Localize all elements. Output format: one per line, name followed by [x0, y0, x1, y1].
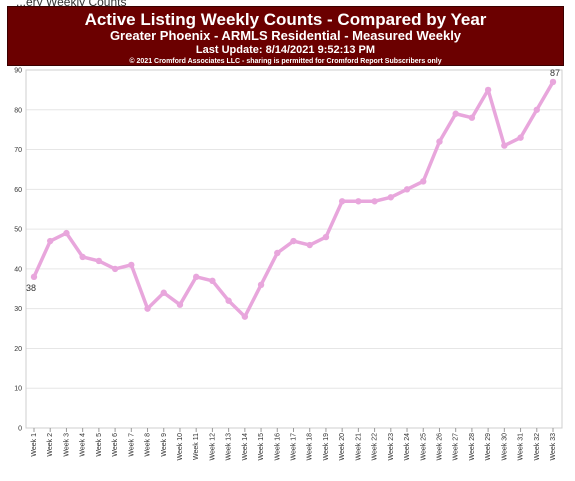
data-point: [533, 106, 540, 113]
x-tick-label: Week 2: [47, 433, 54, 457]
data-point: [144, 305, 151, 312]
data-point: [306, 241, 313, 249]
data-point: [30, 273, 38, 281]
x-tick-label: Week 27: [453, 433, 460, 461]
x-tick-label: Week 10: [177, 433, 184, 461]
data-point: [95, 257, 103, 265]
data-point: [468, 114, 476, 121]
data-point: [47, 237, 54, 245]
data-point: [371, 198, 378, 205]
data-point: [160, 289, 167, 296]
x-tick-label: Week 29: [485, 433, 492, 461]
chart-header: Active Listing Weekly Counts - Compared …: [7, 6, 564, 66]
data-point: [241, 313, 249, 320]
data-point: [257, 281, 265, 288]
x-tick-label: Week 5: [96, 433, 103, 457]
y-tick-label: 0: [18, 426, 22, 433]
data-point: [322, 233, 330, 241]
data-point: [128, 261, 135, 269]
y-tick-label: 30: [14, 306, 22, 313]
top-caption: ...ery Weekly Counts: [16, 0, 127, 9]
data-point: [176, 301, 184, 308]
y-tick-label: 20: [14, 346, 22, 353]
data-point: [420, 178, 427, 185]
x-tick-label: Week 18: [307, 433, 314, 461]
data-label: 87: [550, 68, 560, 78]
x-tick-label: Week 32: [534, 433, 541, 461]
data-point: [452, 110, 459, 117]
x-tick-label: Week 8: [145, 433, 152, 457]
x-tick-label: Week 22: [372, 433, 379, 461]
data-point: [549, 78, 557, 86]
x-tick-label: Week 25: [420, 433, 427, 461]
chart-title: Active Listing Weekly Counts - Compared …: [84, 10, 487, 29]
data-point: [338, 198, 346, 205]
data-point: [111, 265, 119, 273]
data-point: [63, 229, 70, 237]
x-tick-label: Week 26: [436, 433, 443, 461]
y-tick-label: 50: [14, 227, 22, 234]
data-point: [209, 277, 216, 285]
data-point: [355, 198, 362, 205]
x-tick-label: Week 23: [388, 433, 395, 461]
x-tick-label: Week 20: [339, 433, 346, 461]
y-tick-label: 90: [14, 68, 22, 75]
data-point: [517, 134, 524, 141]
data-point: [403, 186, 411, 193]
x-tick-label: Week 15: [258, 433, 265, 461]
x-tick-label: Week 17: [291, 433, 298, 461]
x-tick-label: Week 19: [323, 433, 330, 461]
y-tick-label: 70: [14, 147, 22, 154]
data-point: [225, 297, 232, 304]
x-tick-label: Week 1: [31, 433, 38, 457]
copyright-notice: © 2021 Cromford Associates LLC - sharing…: [129, 58, 442, 65]
x-tick-label: Week 12: [209, 433, 216, 461]
data-point: [484, 86, 492, 94]
grid-lines: [26, 69, 562, 429]
plot-frame: [25, 69, 563, 429]
data-label: 38: [26, 283, 36, 293]
x-tick-label: Week 33: [550, 433, 557, 461]
y-tick-label: 40: [14, 266, 22, 273]
x-tick-label: Week 9: [161, 433, 168, 457]
x-tick-label: Week 11: [193, 433, 200, 460]
data-point: [274, 249, 281, 257]
x-tick-label: Week 7: [128, 433, 135, 457]
chart-subtitle: Greater Phoenix - ARMLS Residential - Me…: [109, 28, 462, 43]
x-tick-label: Week 31: [518, 433, 525, 461]
x-tick-label: Week 21: [355, 433, 362, 461]
data-point: [387, 194, 395, 201]
x-tick-label: Week 16: [274, 433, 281, 461]
x-tick-label: Week 24: [404, 433, 411, 461]
data-point: [79, 253, 86, 261]
data-point: [290, 237, 297, 245]
x-tick-label: Week 30: [501, 433, 508, 461]
y-tick-label: 60: [14, 187, 22, 194]
x-tick-label: Week 28: [469, 433, 476, 461]
y-tick-label: 10: [14, 386, 22, 393]
series-line: [32, 80, 555, 319]
data-point: [192, 273, 200, 281]
x-tick-label: Week 14: [242, 433, 249, 461]
data-point: [501, 142, 508, 149]
y-tick-label: 80: [14, 107, 22, 114]
series-pink: [30, 78, 557, 320]
x-tick-label: Week 6: [112, 433, 119, 457]
data-point: [436, 138, 443, 145]
last-update: Last Update: 8/14/2021 9:52:13 PM: [195, 44, 376, 56]
data-labels: 38 87: [26, 68, 560, 293]
x-tick-label: Week 4: [80, 433, 87, 457]
x-tick-label: Week 3: [63, 433, 70, 457]
axes: 0 10 20 30 40 50 60 70 80 90 Week 1 Week 2 Week 3 Wee…: [14, 68, 563, 461]
x-tick-label: Week 13: [226, 433, 233, 461]
